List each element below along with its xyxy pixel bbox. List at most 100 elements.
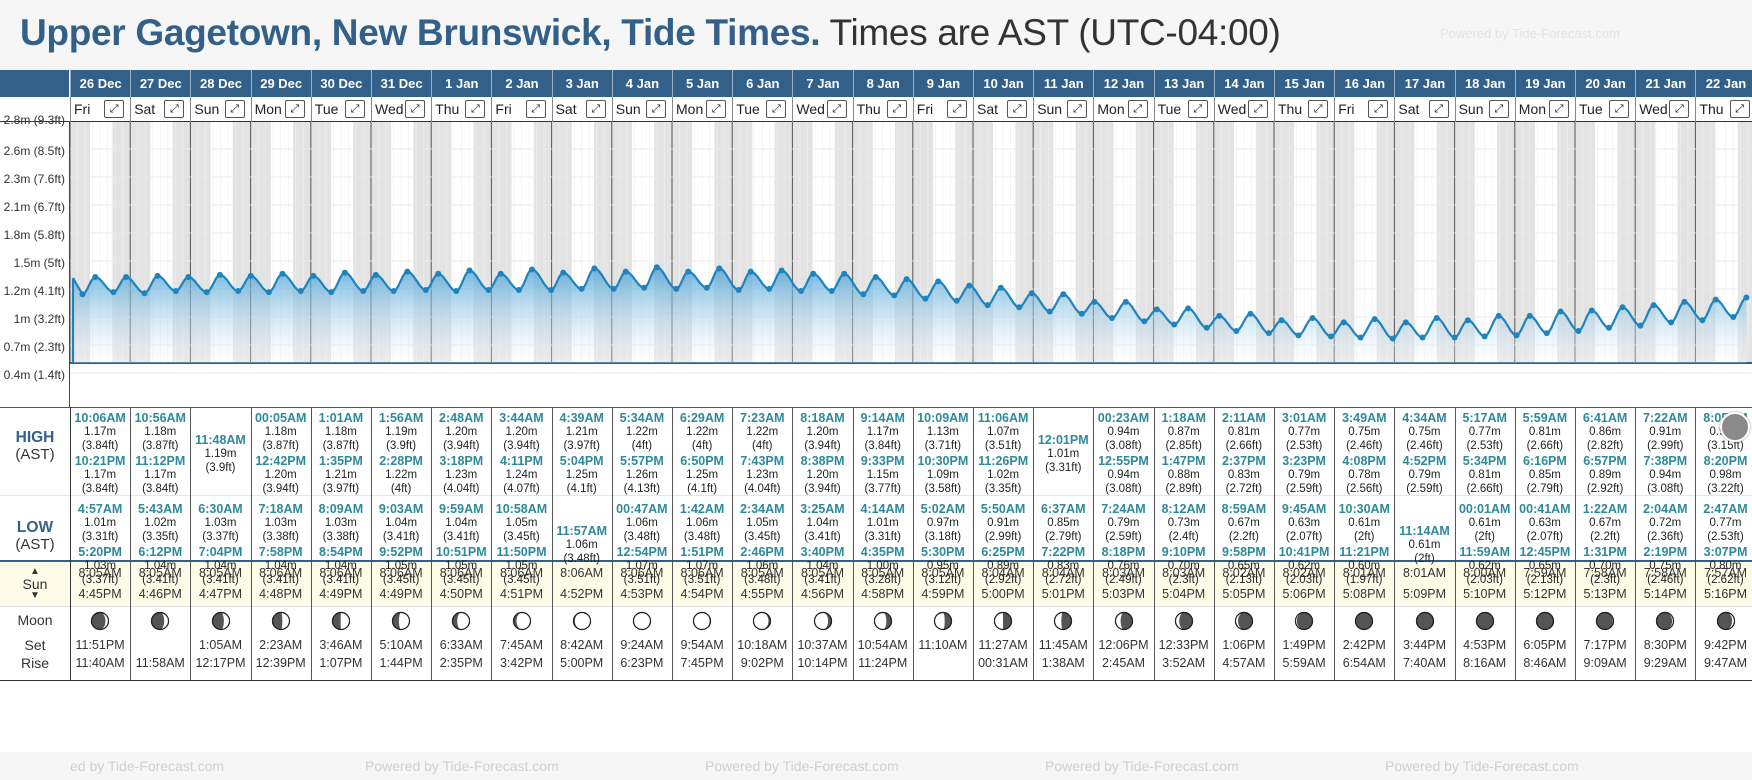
moonrise-time: 1:07PM [319,656,363,670]
expand-day-button[interactable]: ⤢ [947,100,967,118]
moonset-time: 1:49PM [1282,638,1326,652]
high-tide: 9:14AM 1.17m (3.84ft) [853,411,913,453]
expand-day-button[interactable]: ⤢ [1368,100,1389,118]
moon-outline [391,611,411,631]
low-tide: 9:52PM 1.05m (3.45ft) [371,545,431,587]
expand-day-button[interactable]: ⤢ [1729,100,1750,118]
expand-day-button[interactable]: ⤢ [1067,100,1088,118]
expand-day-button[interactable]: ⤢ [886,100,907,118]
expand-day-button[interactable]: ⤢ [164,100,185,118]
high-tide: 1:01AM 1.18m (3.87ft) [311,411,371,453]
high-tide: 11:48AM 1.19m (3.9ft) [190,433,250,475]
day-divider [1213,97,1215,122]
moonset-time: 7:45AM [499,638,544,652]
expand-day-button[interactable]: ⤢ [1488,100,1509,118]
day-divider [973,97,974,122]
high-tide-time: 3:49AM [1342,411,1387,425]
low-tide-meters: 0.73m [1167,517,1200,529]
high-tide-point [997,284,1004,291]
high-tide-time: 4:08PM [1342,454,1387,468]
high-tide-meters: 1.13m [926,426,959,438]
low-tide-meters: 1.04m [144,560,177,572]
expand-day-button[interactable]: ⤢ [766,100,787,118]
expand-day-button[interactable]: ⤢ [224,100,245,118]
high-tide-point [310,272,317,279]
moonset-time: 7:17PM [1583,638,1627,652]
high-tide: 5:34PM 0.81m (2.66ft) [1455,454,1515,496]
day-divider [1274,97,1275,122]
high-tide: 11:26PM 1.02m (3.35ft) [973,454,1033,496]
moon-outline [151,611,170,631]
column-divider [551,407,553,680]
expand-day-button[interactable]: ⤢ [1248,100,1268,118]
low-tide-meters: 0.83m [1047,560,1080,572]
column-divider [250,407,252,680]
expand-day-button[interactable]: ⤢ [706,100,727,118]
moon-outline [331,611,350,631]
low-tide: 1:51PM 1.07m (3.51ft) [672,545,732,587]
expand-day-button[interactable]: ⤢ [345,100,365,118]
high-tide-point [1743,294,1750,301]
low-tide-feet: (3.41ft) [804,531,841,543]
high-low-divider [0,495,1752,496]
moonset-time: 6:05PM [1523,638,1567,652]
high-tide-meters: 1.22m [686,426,719,438]
moon-phase-icon [632,611,651,631]
sunrise-time: 8:04AM [1041,566,1085,580]
expand-day-button[interactable]: ⤢ [525,100,546,118]
high-tide-point [1371,316,1378,323]
high-tide-point [685,268,692,275]
high-tide-meters: 1.22m [746,426,779,438]
moon-phase-icon [1294,611,1314,631]
moonset-time: 8:42AM [560,638,604,652]
low-tide-feet: (3.51ft) [683,574,721,586]
column-divider [1274,407,1275,680]
high-row-label: HIGH (AST) [0,429,70,463]
sunset-time: 5:03PM [1101,587,1146,601]
low-tide-feet: (3.45ft) [503,574,540,586]
sunrise-time: 8:05AM [800,566,845,580]
expand-day-button[interactable]: ⤢ [585,100,606,118]
expand-day-button[interactable]: ⤢ [1187,100,1208,118]
moonrise-time: 5:59AM [1282,656,1326,670]
low-tide: 10:41PM 0.62m (2.03ft) [1274,545,1334,587]
expand-day-button[interactable]: ⤢ [104,100,125,118]
expand-day-button[interactable]: ⤢ [1007,100,1028,118]
day-name: Sun [1458,101,1484,117]
moon-outline [90,611,110,631]
moonrise-time: 12:39PM [255,656,306,670]
low-tide-meters: 0.62m [1468,560,1501,572]
low-tide-meters: 1.04m [385,517,418,529]
low-tide-time: 6:12PM [138,545,183,559]
low-tide-meters: 1.04m [204,560,237,572]
expand-day-button[interactable]: ⤢ [826,100,847,118]
column-divider [912,407,914,680]
low-tide-meters: 0.80m [1709,560,1742,572]
expand-day-button[interactable]: ⤢ [646,100,666,118]
column-divider [672,407,673,680]
low-tide: 6:25PM 0.89m (2.92ft) [973,545,1033,587]
high-tide-time: 11:12PM [135,454,186,468]
expand-day-button[interactable]: ⤢ [465,100,486,118]
expand-day-button[interactable]: ⤢ [1549,100,1569,118]
low-tide-feet: (3.41ft) [443,531,480,543]
low-tide-time: 9:58PM [1222,545,1266,559]
low-tide: 6:12PM 1.04m (3.41ft) [130,545,190,587]
high-tide-point [247,272,254,279]
expand-day-button[interactable]: ⤢ [1127,100,1148,118]
low-tide: 3:07PM 0.80m (2.62ft) [1695,545,1752,587]
expand-day-button[interactable]: ⤢ [1428,100,1449,118]
high-tide-point [1619,304,1626,311]
expand-day-button[interactable]: ⤢ [284,100,305,118]
low-tide: 5:50AM 0.91m (2.99ft) [973,502,1033,544]
expand-day-button[interactable]: ⤢ [405,100,426,118]
sunrise-time: 8:06AM [680,566,724,580]
high-tide-point [903,276,910,283]
low-tide-time: 1:31PM [1583,545,1627,559]
low-tide-time: 11:59AM [1459,545,1511,559]
expand-day-button[interactable]: ⤢ [1609,100,1630,118]
expand-day-button[interactable]: ⤢ [1308,100,1329,118]
expand-day-button[interactable]: ⤢ [1669,100,1690,118]
low-tide-point [1637,322,1644,329]
scroll-right-handle[interactable] [1720,412,1750,442]
